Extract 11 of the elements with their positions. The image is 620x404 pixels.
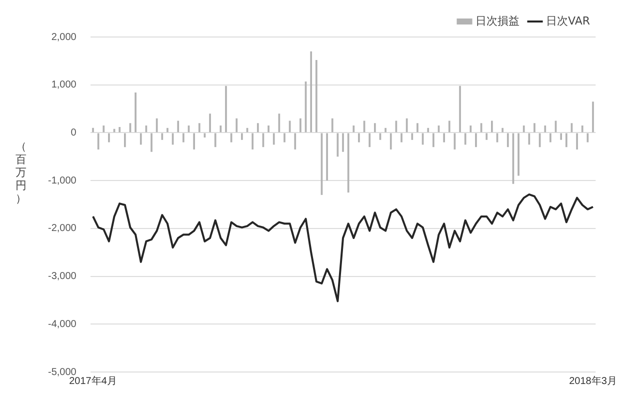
y-tick-label: -1,000 xyxy=(48,175,77,186)
legend-label: 日次損益 xyxy=(476,14,520,28)
x-tick-label: 2018年3月 xyxy=(569,374,617,387)
y-tick-label: -4,000 xyxy=(48,318,77,330)
y-axis-title: （百万円） xyxy=(14,140,28,205)
y-tick-label: 2,000 xyxy=(51,32,77,43)
y-tick-label: -3,000 xyxy=(48,271,77,282)
legend-label: 日次VAR xyxy=(546,14,590,28)
y-tick-label: -2,000 xyxy=(48,223,77,234)
y-tick-label: 0 xyxy=(70,127,77,138)
y-tick-label: 1,000 xyxy=(51,80,77,91)
